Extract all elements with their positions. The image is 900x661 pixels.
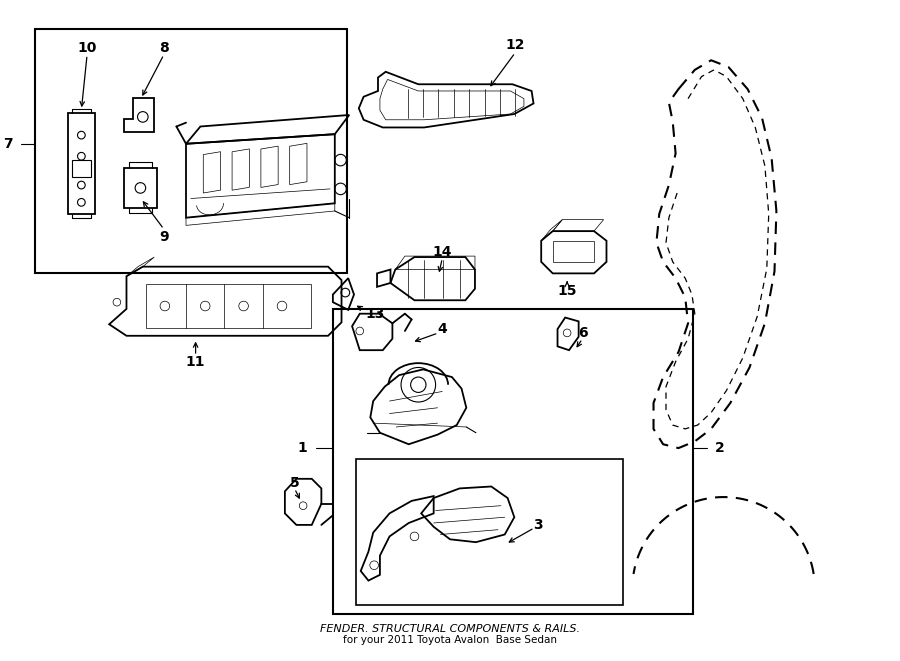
Text: 14: 14 — [433, 245, 452, 259]
Bar — [35, 28, 347, 274]
Bar — [72, 160, 91, 177]
Text: 10: 10 — [77, 41, 97, 55]
Bar — [333, 309, 693, 614]
Bar — [356, 459, 623, 605]
Text: 4: 4 — [437, 322, 447, 336]
Text: 7: 7 — [4, 137, 13, 151]
Text: 2: 2 — [715, 441, 724, 455]
Text: 8: 8 — [159, 41, 169, 55]
Text: 9: 9 — [159, 230, 168, 244]
Text: 5: 5 — [290, 476, 300, 490]
Text: 15: 15 — [557, 284, 577, 297]
Text: 1: 1 — [297, 441, 307, 455]
Text: 13: 13 — [365, 307, 385, 321]
Text: 12: 12 — [506, 38, 525, 52]
Text: FENDER. STRUCTURAL COMPONENTS & RAILS.: FENDER. STRUCTURAL COMPONENTS & RAILS. — [320, 623, 580, 634]
Text: for your 2011 Toyota Avalon  Base Sedan: for your 2011 Toyota Avalon Base Sedan — [343, 635, 557, 645]
Text: 3: 3 — [534, 518, 543, 532]
Text: 11: 11 — [186, 355, 205, 369]
Bar — [146, 284, 310, 328]
Text: 6: 6 — [578, 326, 588, 340]
